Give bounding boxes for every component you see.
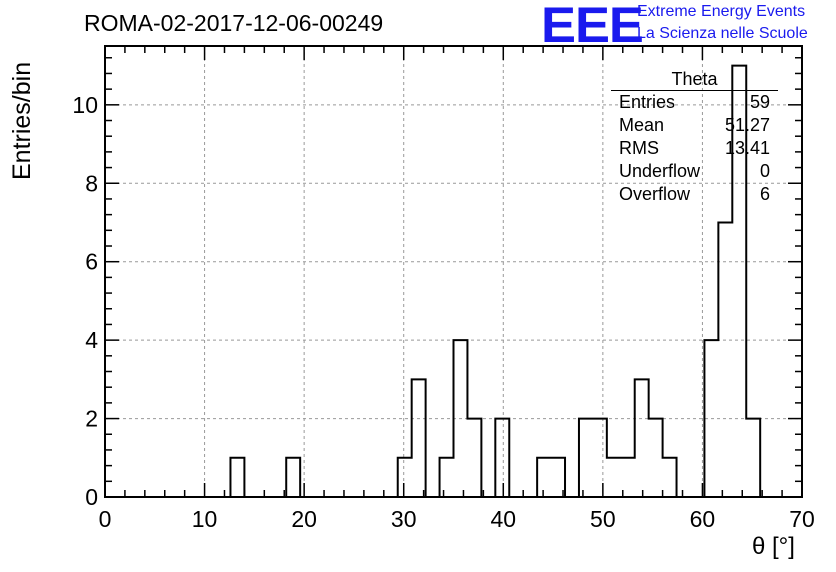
stats-value: 13.41 (724, 138, 770, 158)
stats-value: 59 (749, 92, 770, 112)
stats-row-rms: RMS 13.41 (611, 137, 778, 160)
y-tick-label: 2 (85, 406, 98, 432)
y-tick-label: 4 (85, 327, 98, 353)
plot-frame (104, 45, 803, 498)
stats-row-underflow: Underflow 0 (611, 160, 778, 183)
stats-title: Theta (611, 68, 778, 91)
x-tick-label: 70 (789, 506, 815, 532)
y-tick-label: 6 (85, 249, 98, 275)
logo-text-line1: Extreme Energy Events (637, 3, 806, 20)
x-tick-label: 50 (590, 506, 616, 532)
logo-text-line2: La Scienza nelle Scuole (637, 25, 808, 42)
x-axis-label: θ [°] (752, 533, 795, 560)
stats-value: 6 (759, 184, 770, 204)
stats-label: Mean (619, 115, 665, 135)
x-tick-label: 30 (391, 506, 417, 532)
y-tick-labels: 0 2 4 6 8 10 (72, 92, 98, 510)
chart-title: ROMA-02-2017-12-06-00249 (84, 10, 384, 36)
x-tick-label: 40 (490, 506, 516, 532)
eee-logo: EEE (541, 0, 644, 53)
stats-value: 0 (759, 161, 770, 181)
stats-row-entries: Entries 59 (611, 91, 778, 114)
x-tick-label: 20 (291, 506, 317, 532)
stats-label: Overflow (619, 184, 691, 204)
x-tick-labels: 0 10 20 30 40 50 60 70 (99, 506, 815, 532)
stats-label: Entries (619, 92, 676, 112)
stats-value: 51.27 (724, 115, 770, 135)
stats-row-mean: Mean 51.27 (611, 114, 778, 137)
stats-row-overflow: Overflow 6 (611, 183, 778, 206)
x-tick-label: 60 (690, 506, 716, 532)
stats-label: RMS (619, 138, 659, 158)
stats-box: Theta Entries 59 Mean 51.27 RMS 13.41 Un… (611, 68, 778, 206)
stats-label: Underflow (619, 161, 701, 181)
x-tick-label: 10 (192, 506, 218, 532)
y-tick-label: 0 (85, 484, 98, 510)
y-tick-label: 10 (72, 92, 98, 118)
x-tick-label: 0 (99, 506, 112, 532)
y-tick-label: 8 (85, 170, 98, 196)
y-axis-label: Entries/bin (8, 61, 36, 180)
